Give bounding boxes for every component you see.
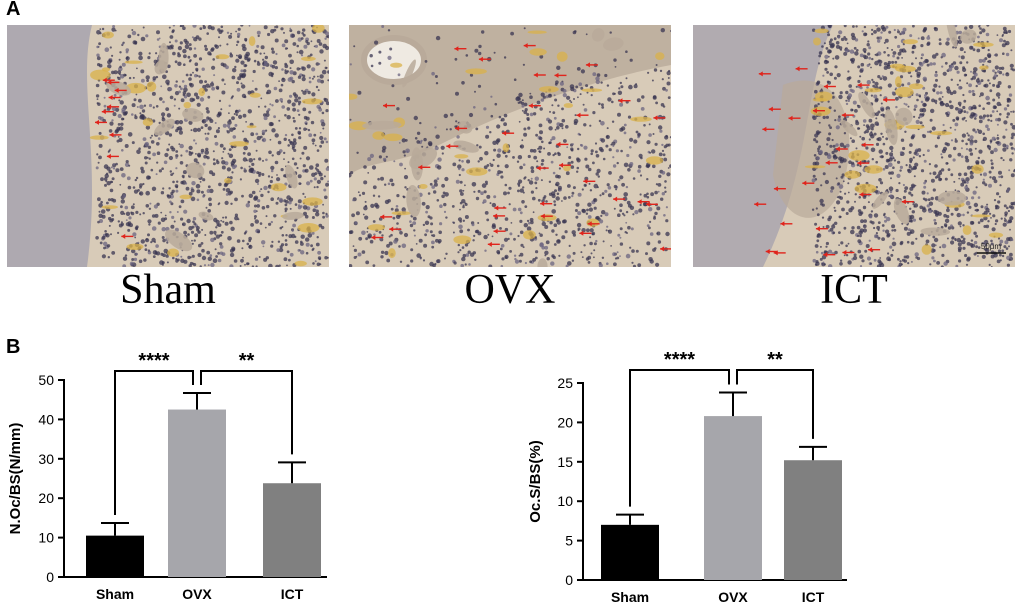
significance-label: ****	[664, 349, 695, 371]
x-tick-label-ict: ICT	[802, 589, 825, 604]
bone-region	[349, 25, 671, 175]
bar-ovx	[704, 416, 762, 580]
trabeculae	[106, 42, 304, 252]
y-tick-label: 15	[557, 454, 573, 470]
panel-label-b: B	[6, 336, 21, 358]
significance-label: **	[767, 349, 783, 371]
y-tick-label: 10	[38, 530, 54, 546]
bar-ovx	[168, 409, 226, 577]
bar-sham	[601, 524, 659, 580]
trabeculae	[840, 25, 977, 236]
marrow-cells	[95, 25, 329, 267]
trabeculae	[362, 28, 624, 267]
x-tick-label-sham: Sham	[96, 586, 134, 602]
significance-label: ****	[138, 350, 169, 372]
significance-bracket: ****	[629, 349, 730, 507]
y-tick-label: 20	[38, 490, 54, 506]
scale-bar-label: 50μm	[981, 242, 1002, 251]
y-tick-label: 0	[46, 569, 54, 585]
bar-sham	[86, 535, 144, 577]
significance-label: **	[239, 350, 255, 372]
y-axis-label: Oc.S/BS(%)	[527, 440, 544, 523]
group-label-sham: Sham	[120, 267, 216, 313]
x-tick-label-ovx: OVX	[182, 586, 212, 602]
bone-region	[773, 80, 850, 218]
x-tick-label-ovx: OVX	[718, 589, 748, 604]
y-tick-label: 50	[38, 372, 54, 388]
marrow-cells	[349, 25, 671, 267]
y-tick-label: 40	[38, 411, 54, 427]
micrograph-sham	[7, 25, 329, 267]
y-tick-label: 20	[557, 414, 573, 430]
micrograph-ovx	[349, 25, 671, 267]
significance-bracket: **	[200, 350, 293, 455]
group-label-ict: ICT	[820, 267, 888, 313]
significance-bracket: **	[736, 349, 814, 439]
y-tick-label: 10	[557, 493, 573, 509]
y-tick-label: 25	[557, 375, 573, 391]
bar-ict	[263, 483, 321, 577]
micrograph-ict: 50μm	[693, 25, 1015, 267]
x-tick-label-ict: ICT	[281, 586, 304, 602]
group-label-ovx: OVX	[464, 267, 556, 313]
x-tick-label-sham: Sham	[611, 589, 649, 604]
y-tick-label: 0	[565, 572, 573, 588]
y-tick-label: 5	[565, 533, 573, 549]
marrow-cells	[811, 25, 1015, 267]
significance-bracket: ****	[114, 350, 194, 516]
panel-label-a: A	[6, 0, 21, 20]
osteoclast-arrows	[371, 43, 671, 252]
osteoclast-arrows	[754, 66, 914, 258]
osteoclast-arrows	[94, 77, 134, 239]
y-axis-label: N.Oc/BS(N/mm)	[7, 423, 24, 535]
fat-patches	[89, 25, 325, 267]
cartilage-region	[7, 25, 92, 267]
y-tick-label: 30	[38, 451, 54, 467]
bar-ict	[784, 460, 842, 580]
